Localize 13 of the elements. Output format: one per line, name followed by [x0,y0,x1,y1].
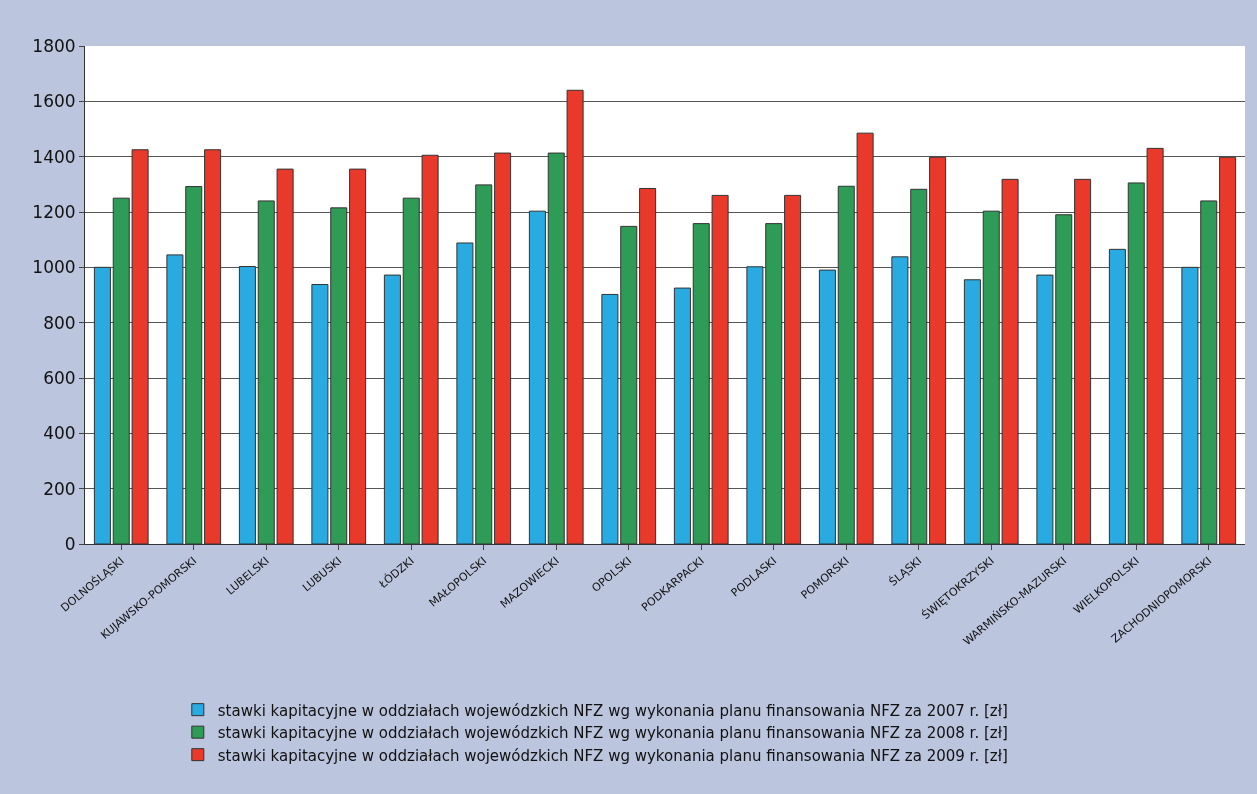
y-tick-label: 1800 [32,35,76,56]
y-tick-label: 600 [43,367,76,388]
legend-label: stawki kapitacyjne w oddziałach wojewódzkich NFZ wg wykonania planu finansowania NFZ za 2009 r. [zł] [217,746,1008,765]
y-tick-label: 1000 [32,257,76,278]
y-tick-label: 200 [43,478,76,499]
y-tick-label: 1400 [32,146,76,167]
y-tick-label: 1600 [32,91,76,112]
y-tick-label: 400 [43,423,76,444]
legend-label: stawki kapitacyjne w oddziałach wojewódzkich NFZ wg wykonania planu finansowania NFZ za 2008 r. [zł] [217,724,1008,742]
y-tick-label: 1200 [32,201,76,222]
y-tick-label: 0 [64,533,76,554]
y-tick-label: 800 [43,312,76,333]
legend-label: stawki kapitacyjne w oddziałach wojewódzkich NFZ wg wykonania planu finansowania NFZ za 2007 r. [zł] [217,701,1008,720]
